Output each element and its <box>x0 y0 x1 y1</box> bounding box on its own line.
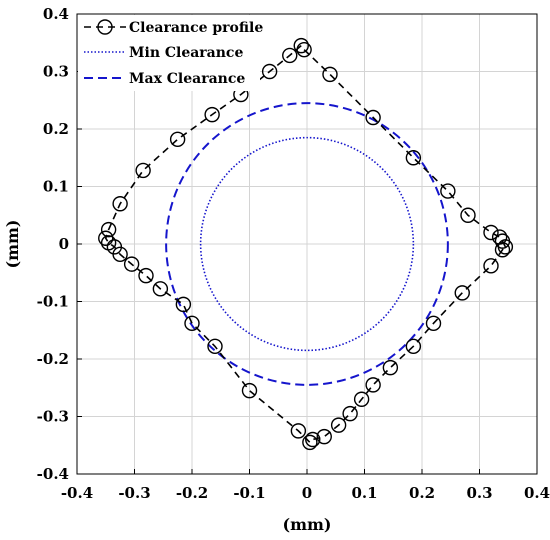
profile-point <box>302 434 318 451</box>
x-tick-label: 0.4 <box>524 484 550 502</box>
y-tick-label: 0.4 <box>43 5 69 23</box>
legend-label-clearance-profile: Clearance profile <box>129 20 263 36</box>
x-tick-label: 0.3 <box>466 484 492 502</box>
data-layer <box>98 37 514 451</box>
x-tick-label: 0.1 <box>351 484 377 502</box>
y-tick-label: 0.1 <box>43 178 69 196</box>
tick-labels: -0.4 -0.3 -0.2 -0.1 0 0.1 0.2 0.3 0.4 -0.4 -0.3 -0.… <box>37 5 550 502</box>
profile-point <box>184 315 200 332</box>
profile-point <box>123 256 140 272</box>
profile-point <box>296 41 312 58</box>
legend-label-min-clearance: Min Clearance <box>129 45 243 61</box>
profile-point <box>365 109 381 126</box>
min-clearance-circle <box>199 136 415 352</box>
profile-point <box>316 428 332 445</box>
y-tick-label: 0 <box>59 235 69 253</box>
profile-point <box>100 221 117 238</box>
x-tick-label: -0.4 <box>61 484 93 502</box>
profile-point <box>152 281 169 297</box>
clearance-profile-markers <box>98 37 514 451</box>
legend-marker-clearance-profile <box>97 19 113 35</box>
legend-item-clearance-profile: Clearance profile <box>84 19 263 36</box>
profile-point <box>293 37 309 54</box>
profile-point <box>405 150 422 166</box>
profile-point <box>322 66 338 83</box>
legend: Clearance profile Min Clearance Max Clea… <box>78 15 263 91</box>
profile-point <box>454 285 470 301</box>
y-axis-label: (mm) <box>3 220 22 269</box>
profile-point <box>330 417 347 433</box>
profile-point <box>241 382 258 399</box>
profile-point <box>112 246 128 263</box>
profile-point <box>305 431 321 448</box>
profile-point <box>365 377 381 393</box>
profile-point <box>138 267 154 284</box>
legend-label-max-clearance: Max Clearance <box>129 71 245 87</box>
profile-point <box>440 183 456 199</box>
profile-point <box>282 47 298 64</box>
profile-point <box>342 405 358 422</box>
profile-point <box>483 258 499 274</box>
x-tick-label: -0.3 <box>118 484 150 502</box>
profile-point <box>353 391 370 407</box>
profile-point <box>460 207 476 223</box>
profile-point <box>169 131 186 148</box>
y-tick-label: 0.3 <box>43 63 69 81</box>
profile-point <box>112 196 128 212</box>
profile-point <box>405 338 422 355</box>
y-tick-label: -0.3 <box>37 408 69 426</box>
profile-point <box>261 63 278 80</box>
profile-point <box>204 106 220 123</box>
legend-item-max-clearance: Max Clearance <box>84 71 245 87</box>
y-tick-label: -0.2 <box>37 350 69 368</box>
profile-point <box>175 296 192 313</box>
profile-point <box>382 359 399 376</box>
y-tick-label: -0.4 <box>37 465 69 483</box>
profile-point <box>483 224 499 241</box>
max-clearance-circle <box>165 102 449 386</box>
profile-point <box>135 162 151 179</box>
x-tick-label: 0.2 <box>409 484 435 502</box>
profile-point <box>425 315 442 332</box>
profile-point <box>290 423 307 439</box>
profile-point <box>494 233 511 249</box>
y-tick-label: -0.1 <box>37 293 69 311</box>
x-axis-label: (mm) <box>283 515 332 534</box>
profile-point <box>207 338 223 355</box>
x-tick-label: -0.2 <box>176 484 208 502</box>
x-tick-label: 0 <box>302 484 312 502</box>
clearance-profile-line <box>104 44 507 444</box>
legend-item-min-clearance: Min Clearance <box>84 45 243 61</box>
y-tick-label: 0.2 <box>43 120 69 138</box>
x-tick-label: -0.1 <box>233 484 265 502</box>
profile-point <box>98 230 114 246</box>
profile-point <box>494 242 511 258</box>
